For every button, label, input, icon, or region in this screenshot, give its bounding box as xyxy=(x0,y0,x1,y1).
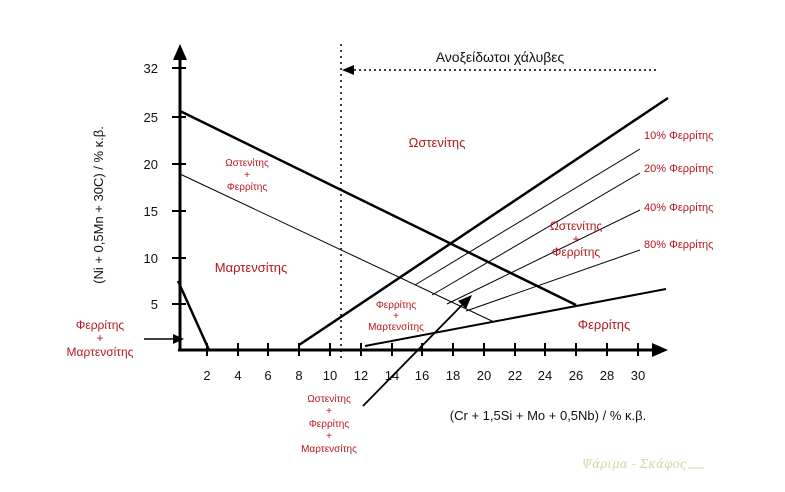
austenite-boundary-line xyxy=(179,109,577,307)
label-martensite: Μαρτενσίτης xyxy=(215,260,288,275)
label-triple-phase: Ωστενίτης + Φερρίτης + Μαρτενσίτης xyxy=(301,393,357,455)
phase-boundaries xyxy=(176,96,669,351)
svg-text:+: + xyxy=(393,311,399,322)
label-ferrite: Φερρίτης xyxy=(578,317,630,332)
svg-text:+: + xyxy=(244,170,250,181)
x-tick-label: 8 xyxy=(295,368,302,383)
austenite-rising-line xyxy=(298,96,669,347)
y-tick-labels: 5 10 15 20 25 32 xyxy=(144,61,158,312)
ferrite-40pct-line xyxy=(446,209,641,305)
ferrite-boundary-line xyxy=(364,288,667,347)
signature: Ψάριμα - Σκάφος xyxy=(582,457,687,471)
svg-text:Φερρίτης: Φερρίτης xyxy=(376,299,417,311)
label-austenite-ferrite-right: Ωστενίτης + Φερρίτης xyxy=(550,219,603,259)
svg-text:Ωστενίτης: Ωστενίτης xyxy=(307,393,351,405)
svg-text:+: + xyxy=(572,232,579,246)
svg-text:Μαρτενσίτης: Μαρτενσίτης xyxy=(368,321,424,333)
stainless-arrowhead xyxy=(342,65,354,75)
svg-text:+: + xyxy=(326,431,332,442)
austenite-ferrite-inner-line xyxy=(179,173,495,323)
x-tick-label: 28 xyxy=(600,368,614,383)
x-tick-label: 20 xyxy=(477,368,491,383)
ferrite-20pct-label: 20% Φερρίτης xyxy=(644,163,713,175)
ferrite-20pct-line xyxy=(431,172,641,296)
y-tick-label: 10 xyxy=(144,251,158,266)
x-tick-label: 22 xyxy=(508,368,522,383)
y-tick-label: 25 xyxy=(144,110,158,125)
x-axis-arrowhead xyxy=(652,343,668,357)
y-tick-marks xyxy=(172,67,186,305)
fm-pointer-arrowhead xyxy=(173,334,184,344)
triple-phase-arrowhead xyxy=(458,295,472,309)
x-tick-label: 2 xyxy=(203,368,210,383)
svg-text:Φερρίτης: Φερρίτης xyxy=(552,245,601,259)
svg-text:Ωστενίτης: Ωστενίτης xyxy=(225,157,269,169)
label-austenite-ferrite-left: Ωστενίτης + Φερρίτης xyxy=(225,157,269,193)
x-tick-label: 24 xyxy=(538,368,552,383)
svg-text:Μαρτενσίτης: Μαρτενσίτης xyxy=(301,443,357,455)
svg-text:Φερρίτης: Φερρίτης xyxy=(76,318,125,332)
stainless-label: Ανοξείδωτοι χάλυβες xyxy=(436,49,565,65)
x-tick-label: 10 xyxy=(323,368,337,383)
ferrite-80pct-label: 80% Φερρίτης xyxy=(644,239,713,251)
x-tick-label: 18 xyxy=(446,368,460,383)
svg-text:+: + xyxy=(96,331,103,345)
svg-text:+: + xyxy=(326,406,332,417)
ferrite-80pct-line xyxy=(465,249,641,312)
y-axis-title: (Ni + 0,5Mn + 30C) / % κ.β. xyxy=(91,126,106,284)
svg-text:Ωστενίτης: Ωστενίτης xyxy=(550,219,603,233)
y-tick-label: 15 xyxy=(144,204,158,219)
martensite-boundary-steep xyxy=(176,280,211,351)
ferrite-10pct-label: 10% Φερρίτης xyxy=(644,130,713,142)
y-tick-label: 20 xyxy=(144,157,158,172)
x-tick-label: 30 xyxy=(631,368,645,383)
ferrite-10pct-line xyxy=(414,148,641,286)
axes xyxy=(178,58,656,352)
label-ferrite-martensite-inner: Φερρίτης + Μαρτενσίτης xyxy=(368,299,424,333)
y-tick-label: 5 xyxy=(151,297,158,312)
ferrite-40pct-label: 40% Φερρίτης xyxy=(644,202,713,214)
x-tick-label: 12 xyxy=(354,368,368,383)
x-tick-label: 16 xyxy=(415,368,429,383)
x-tick-label: 6 xyxy=(264,368,271,383)
svg-text:Φερρίτης: Φερρίτης xyxy=(227,181,268,193)
y-axis-arrowhead xyxy=(173,44,187,60)
x-tick-marks xyxy=(206,343,639,356)
x-tick-labels: 2 4 6 8 10 12 14 16 18 20 22 24 26 28 30 xyxy=(203,368,645,383)
x-axis-title: (Cr + 1,5Si + Mo + 0,5Nb) / % κ.β. xyxy=(450,408,646,423)
triple-phase-arrow-line xyxy=(362,301,466,407)
y-tick-label: 32 xyxy=(144,61,158,76)
label-ferrite-martensite-outer: Φερρίτης + Μαρτενσίτης xyxy=(67,318,134,359)
svg-text:Φερρίτης: Φερρίτης xyxy=(309,418,350,430)
label-austenite: Ωστενίτης xyxy=(409,135,466,150)
x-tick-label: 26 xyxy=(569,368,583,383)
svg-text:Μαρτενσίτης: Μαρτενσίτης xyxy=(67,345,134,359)
x-tick-label: 4 xyxy=(234,368,241,383)
